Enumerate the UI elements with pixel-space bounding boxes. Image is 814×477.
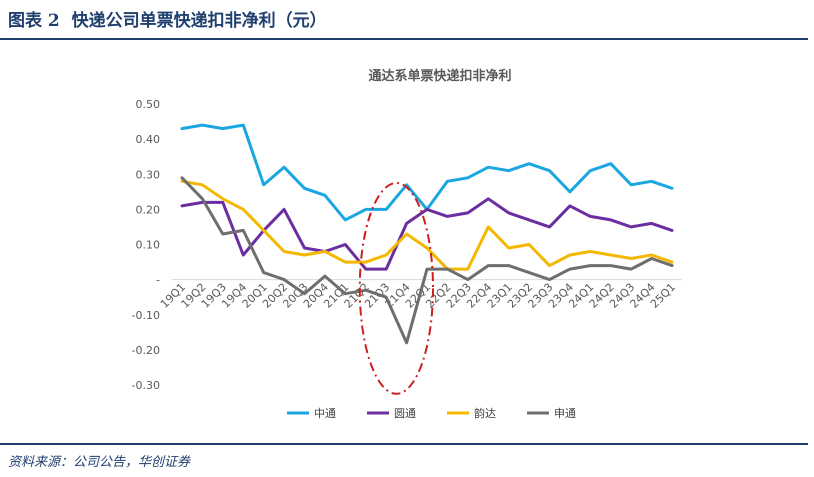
series-lines bbox=[180, 123, 674, 345]
chart-title: 通达系单票快递扣非净利 bbox=[368, 68, 511, 84]
figure-header: 图表 2 快递公司单票快递扣非净利（元） bbox=[0, 0, 814, 40]
header-rule bbox=[0, 38, 808, 40]
highlight-ellipse bbox=[358, 182, 434, 395]
y-tick-label: -0.10 bbox=[132, 309, 160, 322]
legend-label: 中通 bbox=[314, 407, 336, 420]
legend-label: 韵达 bbox=[474, 406, 496, 420]
y-tick-label: - bbox=[156, 274, 160, 287]
legend: 中通 圆通 韵达 申通 bbox=[287, 406, 576, 420]
y-tick-label: 0.40 bbox=[136, 133, 161, 146]
source-note: 资料来源：公司公告，华创证券 bbox=[8, 455, 191, 470]
figure-title: 图表 2 快递公司单票快递扣非净利（元） bbox=[8, 11, 327, 31]
footer-rule bbox=[0, 443, 808, 445]
y-tick-label: 0.30 bbox=[136, 168, 161, 181]
y-axis-ticks: 0.50 0.40 0.30 0.20 0.10 - -0.10 -0.20 -0.30 bbox=[132, 98, 160, 392]
y-tick-label: 0.20 bbox=[136, 203, 161, 216]
legend-label: 圆通 bbox=[394, 407, 416, 420]
series-line bbox=[180, 123, 674, 222]
line-chart: 通达系单票快递扣非净利 0.50 0.40 0.30 0.20 0.10 - -0.10 -0… bbox=[132, 68, 682, 420]
y-tick-label: -0.20 bbox=[132, 344, 160, 357]
y-tick-label: -0.30 bbox=[132, 379, 160, 392]
y-tick-label: 0.50 bbox=[136, 98, 161, 111]
series-line bbox=[180, 176, 674, 345]
y-tick-label: 0.10 bbox=[136, 239, 161, 252]
legend-label: 申通 bbox=[554, 407, 576, 420]
series-line bbox=[180, 179, 674, 271]
